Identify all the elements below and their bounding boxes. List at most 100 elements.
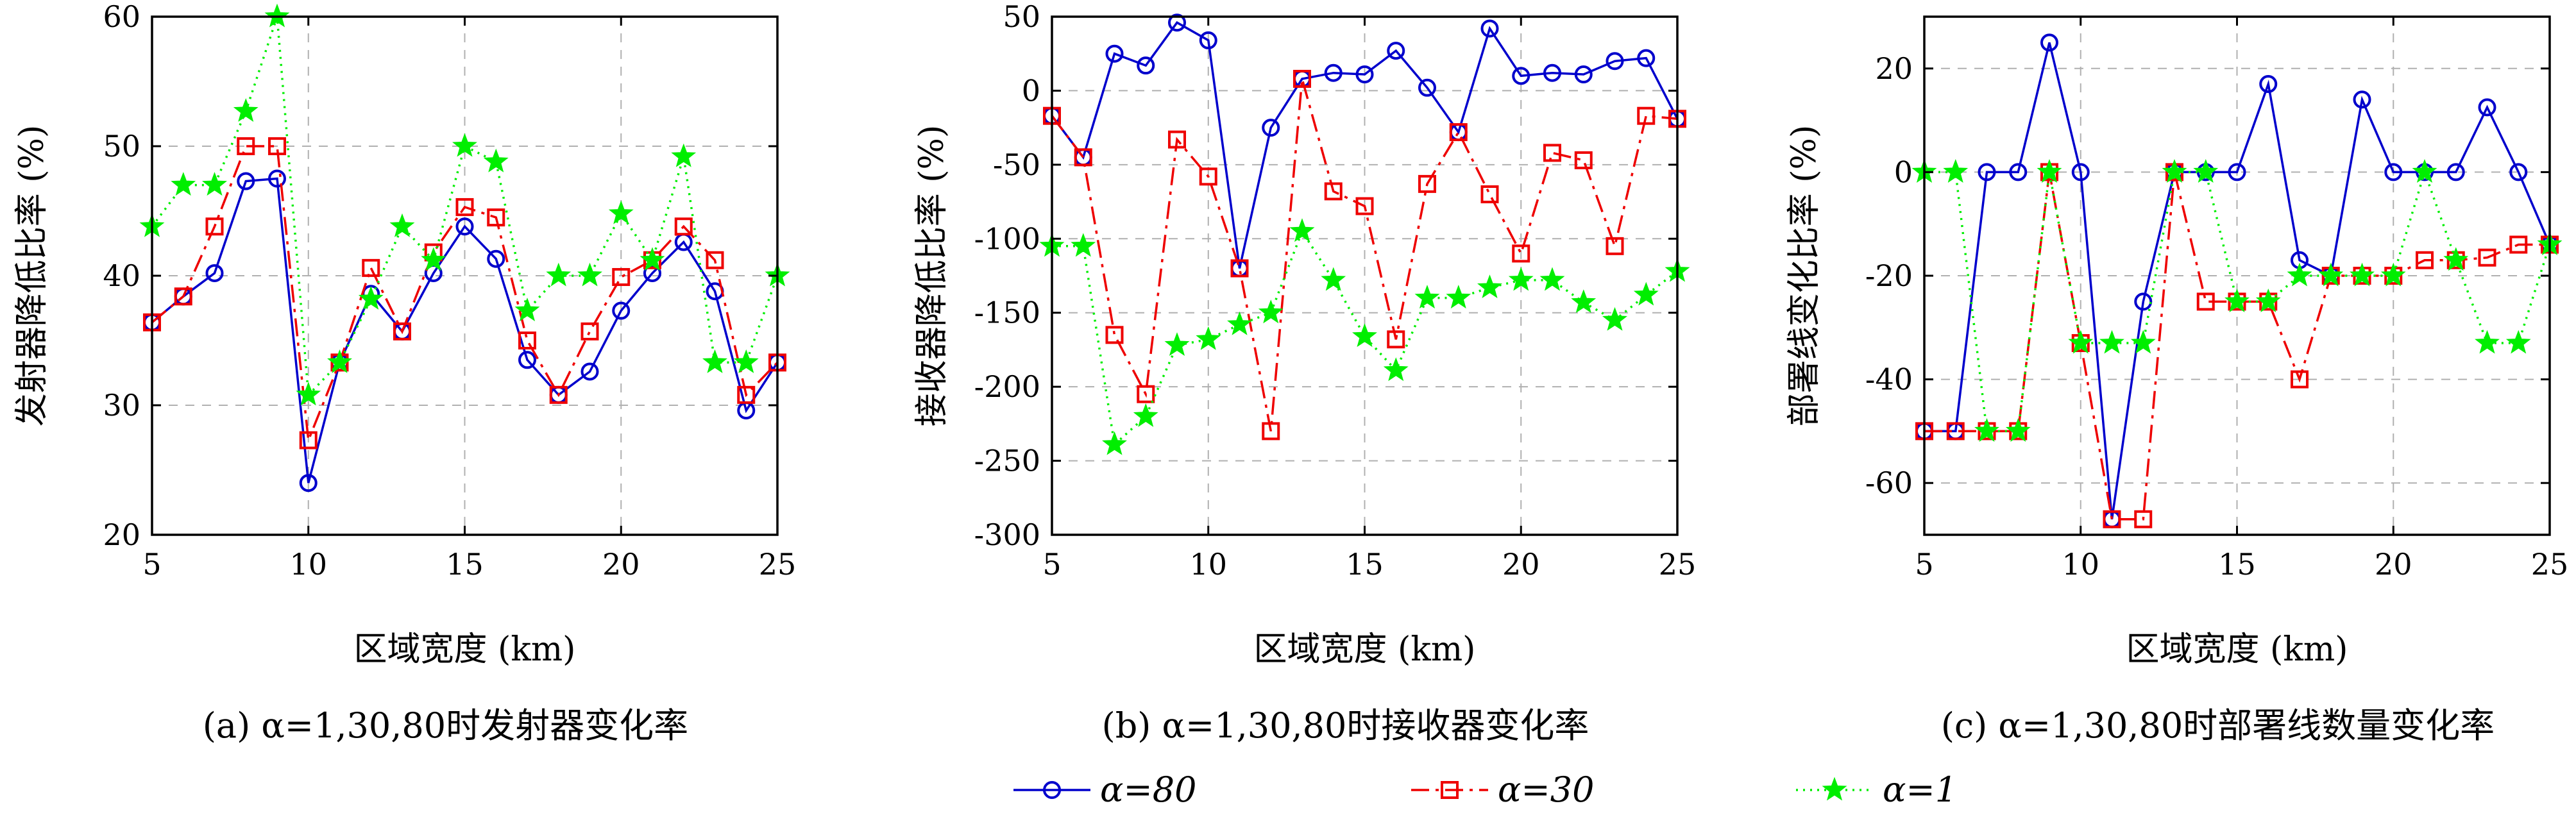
data-point [612,301,631,320]
y-tick-label: 50 [1003,0,1040,34]
data-point [452,133,477,157]
data-point [455,217,474,236]
data-point [2228,163,2246,181]
data-point [518,351,536,369]
data-point [1512,67,1530,85]
data-point [1230,259,1249,278]
data-point [1978,163,1996,181]
data-point [268,137,286,155]
y-tick-label: -40 [1865,362,1913,397]
data-point [2224,288,2250,312]
data-point [580,362,599,381]
data-point [1324,182,1343,201]
data-point [233,98,258,122]
x-tick-label: 5 [142,547,161,582]
data-point [2416,251,2434,269]
series-line [1924,42,2551,520]
x-axis-label: 区域宽度 (km) [354,630,576,669]
data-point [1168,13,1186,32]
data-point [2287,262,2312,287]
data-point [1512,244,1530,263]
y-tick-label: -50 [993,147,1040,182]
data-point [264,3,290,28]
grid [1924,17,2550,535]
legend-item: α=1 [1796,769,1957,810]
data-point [2005,417,2031,442]
data-point [389,213,415,237]
data-point [1602,307,1627,331]
subplot-caption: (b) α=1,30,80时接收器变化率 [1102,705,1589,746]
data-point [671,143,697,167]
data-point [299,431,318,450]
series-line [1051,21,1679,269]
x-tick-label: 5 [1915,547,1933,582]
y-tick-label: 0 [1022,73,1040,108]
x-axis-label: 区域宽度 (km) [1254,630,1476,669]
data-point [2103,510,2121,528]
x-tick-label: 20 [1502,547,1540,582]
data-point [1133,403,1158,427]
y-tick-label: -300 [974,517,1040,552]
data-point [1418,78,1436,97]
data-point [2071,163,2090,181]
data-point [1387,330,1405,349]
data-point [1418,174,1436,193]
data-point [2259,75,2278,94]
data-point [1262,119,1280,137]
data-point [1137,385,1155,403]
data-point [1352,323,1377,348]
legend-marker [1441,781,1459,799]
x-tick-label: 25 [759,547,797,582]
data-point [1196,326,1221,350]
legend-label: α=30 [1498,769,1594,810]
x-tick-label: 20 [602,547,640,582]
data-point [1105,326,1124,344]
data-point [2009,163,2028,181]
data-point [1071,233,1096,257]
subplot-3: 5 10 15 20 25 -60 -40 -20 0 20 区域宽度 (km) 部署线变化比率 (%… [1785,15,2569,746]
data-point [1543,144,1561,162]
data-point [2037,158,2062,183]
data-point [455,197,474,216]
y-tick-label: 40 [103,258,140,293]
x-tick-label: 15 [2218,547,2256,582]
data-point [640,247,665,271]
y-tick-label: -60 [1865,466,1913,500]
data-point [1168,130,1186,149]
data-point [549,385,568,404]
y-tick-label: -100 [974,221,1040,256]
subplot-caption: (c) α=1,30,80时部署线数量变化率 [1941,705,2495,746]
data-point [1571,289,1597,314]
series-line [1924,168,2551,433]
data-point [2134,292,2153,311]
data-point [299,474,318,492]
data-point [1943,158,1969,183]
data-point [1446,285,1471,309]
data-point [1539,267,1565,291]
series-line [151,145,779,441]
y-tick-label: 20 [1875,51,1913,86]
data-point [1258,299,1284,324]
data-point [487,249,505,268]
data-point [2040,33,2058,52]
y-axis-label: 发射器降低比率 (%) [13,125,51,427]
data-point [2509,163,2528,181]
data-point [1293,69,1311,88]
data-point [1574,151,1593,169]
x-tick-label: 15 [1346,547,1384,582]
data-point [2318,262,2344,287]
data-point [1477,274,1502,298]
legend-marker [1043,781,1061,799]
x-tick-label: 25 [2531,547,2569,582]
x-tick-label: 25 [1659,547,1697,582]
subplot-1: 5 10 15 20 25 20 30 40 50 60 区域宽度 (km) 发射器降低比率 (%) (… [13,0,796,746]
data-point [2478,98,2496,117]
data-point [1324,63,1343,82]
data-point [2162,158,2187,183]
data-point [518,332,536,349]
subplot-caption: (a) α=1,30,80时发射器变化率 [203,705,688,746]
data-point [2443,247,2469,271]
data-point [706,251,724,269]
data-point [612,268,631,287]
